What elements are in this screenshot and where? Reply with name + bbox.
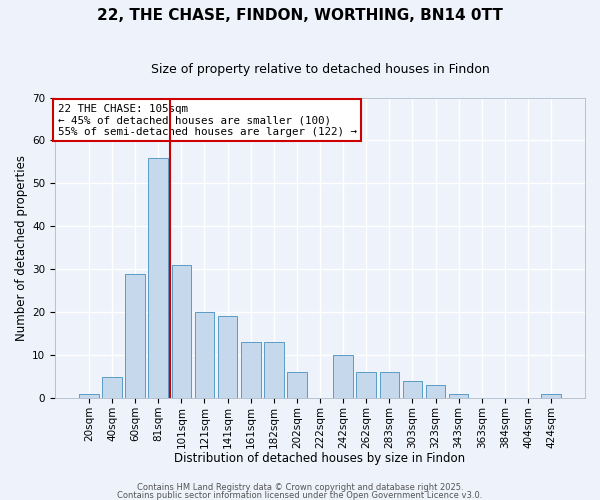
- X-axis label: Distribution of detached houses by size in Findon: Distribution of detached houses by size …: [175, 452, 466, 465]
- Bar: [79, 394, 99, 398]
- Text: 22, THE CHASE, FINDON, WORTHING, BN14 0TT: 22, THE CHASE, FINDON, WORTHING, BN14 0T…: [97, 8, 503, 22]
- Text: 22 THE CHASE: 105sqm
← 45% of detached houses are smaller (100)
55% of semi-deta: 22 THE CHASE: 105sqm ← 45% of detached h…: [58, 104, 356, 136]
- Bar: [449, 394, 469, 398]
- Bar: [287, 372, 307, 398]
- Text: Contains HM Land Registry data © Crown copyright and database right 2025.: Contains HM Land Registry data © Crown c…: [137, 484, 463, 492]
- Title: Size of property relative to detached houses in Findon: Size of property relative to detached ho…: [151, 62, 490, 76]
- Bar: [102, 376, 122, 398]
- Bar: [426, 385, 445, 398]
- Bar: [356, 372, 376, 398]
- Bar: [241, 342, 260, 398]
- Text: Contains public sector information licensed under the Open Government Licence v3: Contains public sector information licen…: [118, 491, 482, 500]
- Bar: [194, 312, 214, 398]
- Bar: [125, 274, 145, 398]
- Bar: [148, 158, 168, 398]
- Bar: [333, 355, 353, 398]
- Bar: [172, 265, 191, 398]
- Y-axis label: Number of detached properties: Number of detached properties: [15, 155, 28, 341]
- Bar: [264, 342, 284, 398]
- Bar: [218, 316, 238, 398]
- Bar: [541, 394, 561, 398]
- Bar: [403, 381, 422, 398]
- Bar: [380, 372, 399, 398]
